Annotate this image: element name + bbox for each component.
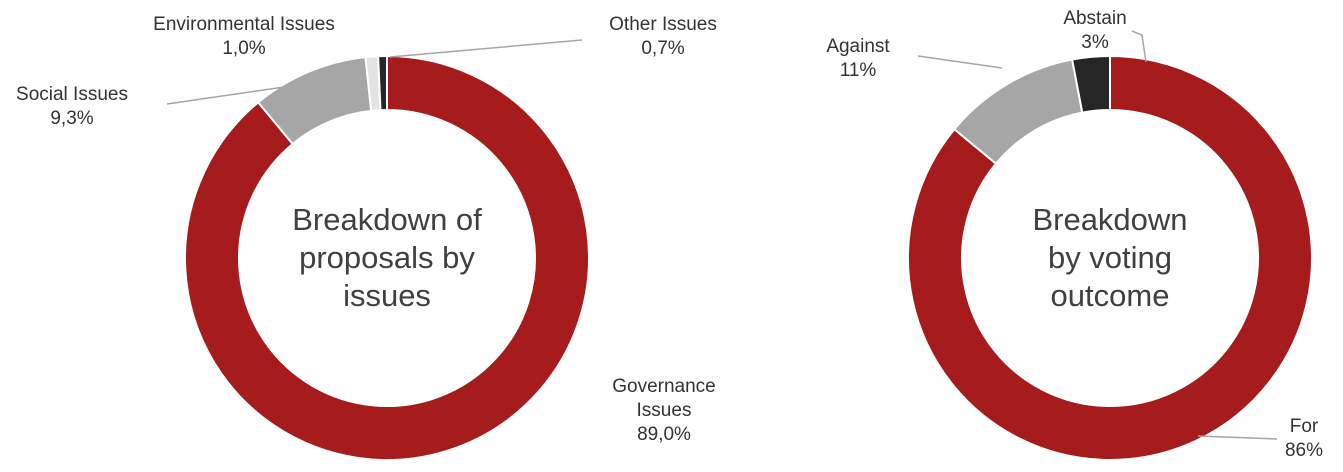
leader-line-against: [917, 55, 1003, 69]
data-label-governance-issues: Governance Issues 89,0%: [612, 376, 716, 445]
data-label-against: Against 11%: [826, 36, 890, 81]
data-label-environmental-issues: Environmental Issues 1,0%: [153, 14, 335, 59]
leader-line-abstain: [1131, 30, 1147, 63]
slice-for: [907, 54, 1313, 461]
voting-outcome-donut-chart: Breakdown by voting outcome For 86% Against 11…: [826, 8, 1323, 461]
center-label: Breakdown of proposals by issues: [292, 202, 482, 313]
data-label-social-issues: Social Issues 9,3%: [16, 84, 128, 129]
data-label-for: For 86%: [1285, 416, 1323, 461]
slice-governance-issues: [184, 54, 590, 461]
slice-abstain: [1070, 54, 1111, 114]
data-label-other-issues: Other Issues 0,7%: [609, 14, 717, 59]
leader-line-other-issues: [389, 39, 583, 58]
center-label: Breakdown by voting outcome: [1032, 202, 1187, 313]
leader-line-social-issues: [166, 79, 306, 105]
data-label-abstain: Abstain 3%: [1063, 8, 1126, 53]
issues-donut-chart: Breakdown of proposals by issues Governance…: [16, 14, 717, 461]
leader-line-for: [1197, 435, 1278, 440]
slice-other-issues: [377, 54, 388, 112]
